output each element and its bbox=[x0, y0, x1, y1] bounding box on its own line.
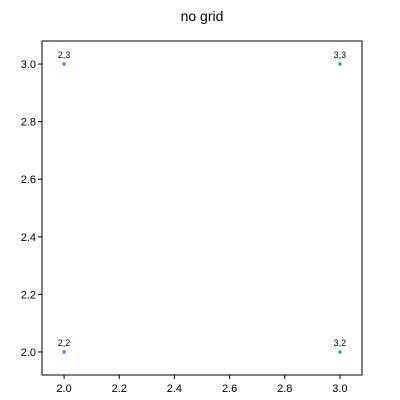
x-tick-label: 2.8 bbox=[277, 383, 292, 395]
data-points: 2,3 3,3 2,2 3,2 bbox=[58, 50, 346, 354]
y-tick-label: 2.0 bbox=[21, 347, 36, 359]
data-point-label: 2,2 bbox=[58, 338, 71, 348]
x-tick-label: 2.4 bbox=[167, 383, 182, 395]
y-tick-label: 2.8 bbox=[21, 117, 36, 129]
x-tick-label: 3.0 bbox=[332, 383, 347, 395]
y-tick-label: 2.2 bbox=[21, 289, 36, 301]
data-point bbox=[338, 350, 342, 354]
chart-title: no grid bbox=[181, 8, 224, 24]
data-point bbox=[62, 62, 66, 66]
data-point-label: 2,3 bbox=[58, 50, 71, 60]
x-tick-label: 2.0 bbox=[56, 383, 71, 395]
x-tick-label: 2.6 bbox=[222, 383, 237, 395]
y-tick-label: 2.4 bbox=[21, 232, 36, 244]
x-axis: 2.0 2.2 2.4 2.6 2.8 3.0 bbox=[56, 375, 348, 395]
data-point bbox=[62, 350, 66, 354]
data-point-label: 3,3 bbox=[334, 50, 347, 60]
y-axis: 2.0 2.2 2.4 2.6 2.8 3.0 bbox=[21, 59, 42, 359]
data-point-label: 3,2 bbox=[334, 338, 347, 348]
y-tick-label: 3.0 bbox=[21, 59, 36, 71]
y-tick-label: 2.6 bbox=[21, 174, 36, 186]
data-point bbox=[338, 62, 342, 66]
plot-area-frame bbox=[41, 40, 363, 376]
x-tick-label: 2.2 bbox=[112, 383, 127, 395]
